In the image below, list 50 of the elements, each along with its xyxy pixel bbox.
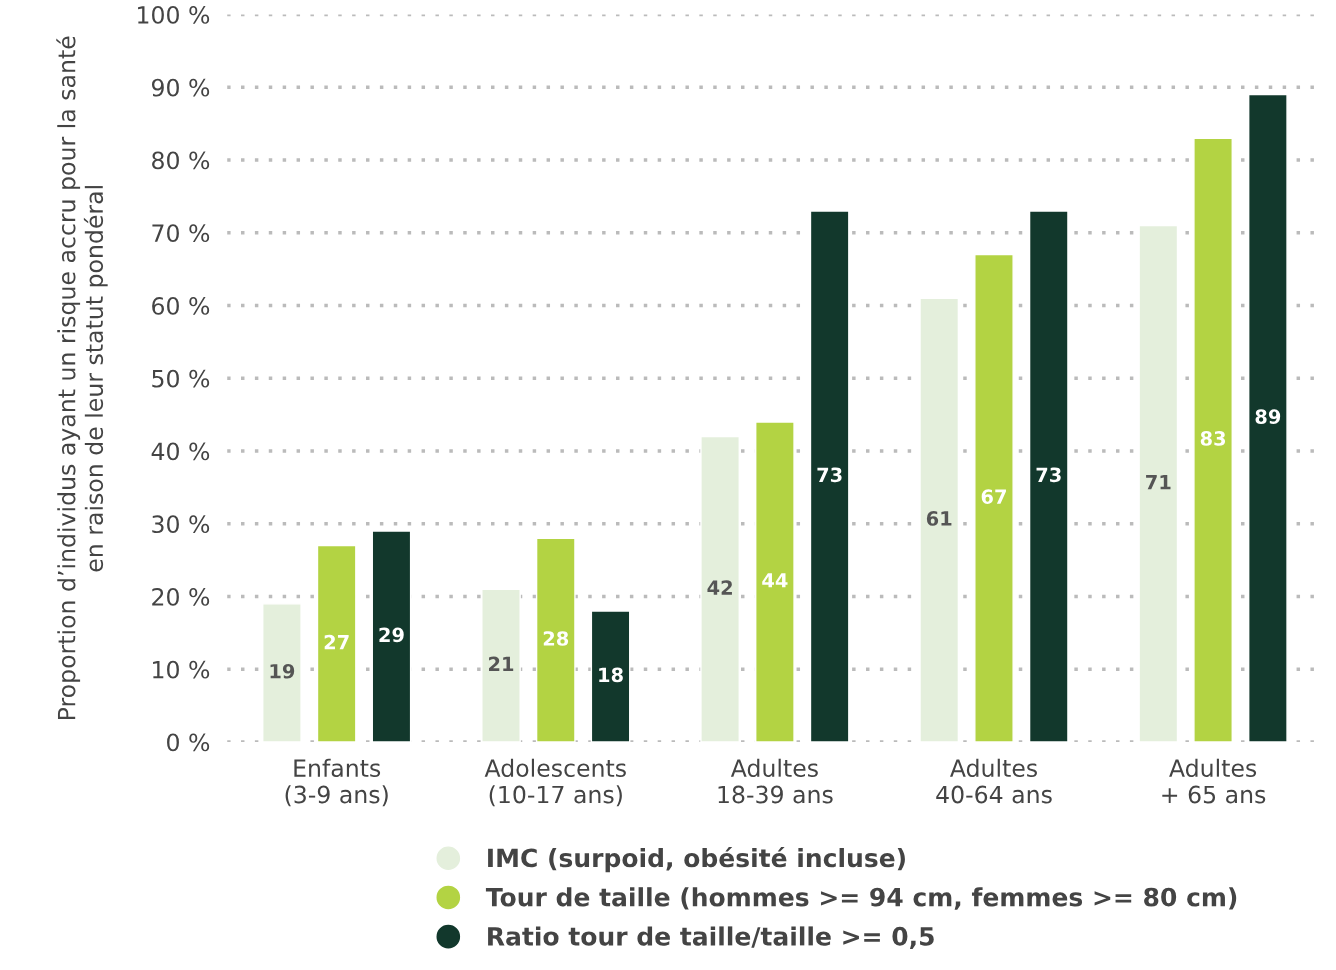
- x-tick-label: Adultes 40-64 ans: [936, 758, 1052, 804]
- bar: [700, 435, 740, 743]
- data-label: 67: [981, 489, 1006, 504]
- data-label: 44: [762, 573, 788, 588]
- bar: [809, 210, 850, 743]
- y-tick-label: 10 %: [153, 660, 210, 679]
- bar: [262, 603, 302, 743]
- data-label: 73: [1036, 467, 1061, 483]
- y-tick-label: 60 %: [152, 297, 210, 315]
- y-axis-title: Proportion d’individus ayant un risque accru pour la santé en raison de leur statut pondéral: [56, 36, 108, 720]
- data-label: 89: [1255, 409, 1281, 424]
- bar: [1138, 224, 1179, 743]
- x-tick-label: Adolescents (10-17 ans): [484, 758, 626, 807]
- y-tick-label: 80 %: [152, 151, 210, 170]
- x-tick-label: Enfants (3-9 ans): [285, 758, 388, 807]
- data-label: 61: [926, 511, 952, 526]
- bar: [974, 253, 1014, 743]
- y-tick-label: 0 %: [167, 733, 210, 752]
- data-label: 27: [324, 634, 349, 650]
- y-tick-label: 100 %: [138, 6, 210, 24]
- data-label: 18: [599, 667, 623, 683]
- bar: [919, 297, 960, 743]
- data-label: 21: [489, 656, 514, 672]
- y-tick-label: 90 %: [151, 78, 210, 97]
- data-label: 42: [707, 580, 732, 595]
- data-label: 28: [543, 631, 569, 646]
- y-tick-label: 50 %: [152, 369, 210, 388]
- bar: [590, 610, 631, 743]
- legend-label: Tour de taille (hommes >= 94 cm, femmes >= 80 cm): [485, 887, 1237, 910]
- bar: [535, 537, 576, 743]
- bar: [1028, 210, 1069, 743]
- data-label: 19: [270, 663, 295, 679]
- data-label: 29: [379, 627, 404, 643]
- bar: [316, 544, 357, 743]
- bar: [1193, 137, 1233, 743]
- bar: [755, 421, 795, 743]
- bar: [1247, 93, 1288, 743]
- y-tick-label: 30 %: [152, 515, 210, 534]
- legend-label: Ratio tour de taille/taille >= 0,5: [488, 926, 934, 949]
- y-tick-label: 40 %: [151, 442, 210, 461]
- bar: [481, 588, 521, 743]
- bar: [371, 530, 412, 743]
- data-label: 83: [1200, 431, 1226, 446]
- data-label: 71: [1146, 474, 1171, 490]
- legend-label: IMC (surpoid, obésité incluse): [488, 847, 905, 873]
- x-tick-label: Adultes + 65 ans: [1162, 758, 1266, 804]
- data-label: 73: [817, 467, 842, 483]
- x-tick-label: Adultes 18-39 ans: [718, 758, 833, 804]
- y-tick-label: 70 %: [152, 224, 210, 243]
- y-tick-label: 20 %: [152, 588, 210, 606]
